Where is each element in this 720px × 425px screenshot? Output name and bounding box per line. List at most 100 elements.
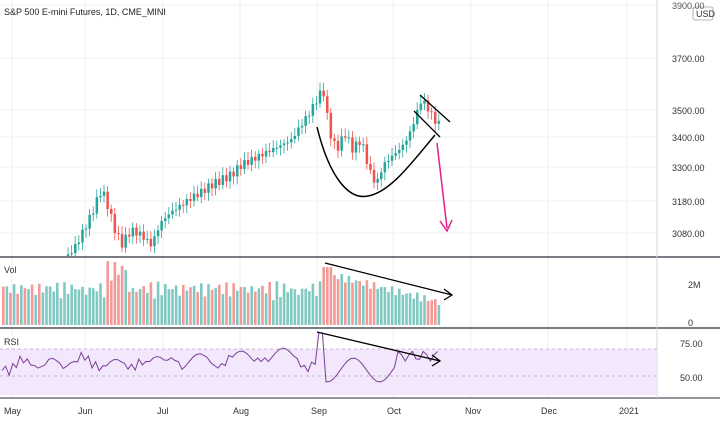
- candle-body: [344, 136, 347, 138]
- volume-bar: [124, 269, 127, 325]
- price-label-3300: 3300.00: [672, 163, 705, 173]
- volume-bar: [41, 292, 45, 325]
- candle-body: [74, 243, 77, 254]
- candle-body: [300, 125, 304, 128]
- volume-bar: [228, 296, 232, 325]
- candle-body: [372, 169, 376, 183]
- volume-bar: [131, 287, 135, 325]
- time-label-nov: Nov: [465, 406, 482, 416]
- volume-bar: [142, 285, 145, 325]
- volume-bar: [279, 297, 282, 325]
- candle-body: [434, 111, 437, 124]
- candle-body: [95, 197, 99, 214]
- candle-body: [221, 175, 225, 185]
- volume-pane-label: Vol: [4, 265, 17, 275]
- volume-bar: [322, 267, 325, 325]
- rsi-trend-line[interactable]: [316, 331, 441, 362]
- currency-badge[interactable]: USD: [696, 9, 716, 19]
- volume-trend-arrowhead[interactable]: [443, 288, 454, 301]
- candle-body: [275, 147, 279, 149]
- candle-body: [149, 238, 153, 247]
- volume-bar: [63, 282, 66, 325]
- volume-bar: [358, 281, 361, 325]
- candle-body: [250, 156, 253, 165]
- candle-body: [156, 230, 160, 237]
- candle-body: [340, 136, 343, 151]
- volume-bar: [128, 291, 131, 325]
- candle-body: [178, 204, 181, 210]
- rsi-trend-arrowhead[interactable]: [431, 354, 442, 367]
- candle-body: [153, 236, 156, 247]
- volume-bar: [34, 294, 37, 325]
- volume-bar: [246, 292, 250, 325]
- cup-curve-drawing[interactable]: [316, 126, 436, 198]
- time-label-2021: 2021: [619, 406, 639, 416]
- rsi-pane-label: RSI: [4, 337, 19, 347]
- volume-bar: [192, 285, 196, 325]
- candle-body: [426, 100, 430, 112]
- candle-body: [261, 153, 264, 157]
- volume-bar: [408, 293, 412, 325]
- down-arrow-shaft[interactable]: [436, 142, 448, 229]
- chart-title: S&P 500 E-mini Futures, 1D, CME_MINI: [4, 7, 166, 17]
- candle-body: [279, 145, 282, 148]
- time-label-sep: Sep: [311, 406, 327, 416]
- volume-bar: [189, 287, 192, 325]
- volume-axis-2m: 2M: [688, 280, 701, 290]
- volume-bar: [250, 286, 253, 325]
- volume-axis-0: 0: [688, 318, 693, 328]
- candle-body: [365, 144, 369, 164]
- volume-bar: [333, 275, 336, 325]
- flag-upper-line[interactable]: [419, 94, 451, 123]
- volume-bar: [84, 294, 88, 325]
- time-label-jun: Jun: [78, 406, 93, 416]
- candle-body: [81, 229, 84, 243]
- rsi-band: [0, 349, 657, 395]
- volume-bar: [66, 293, 70, 325]
- time-label-dec: Dec: [541, 406, 558, 416]
- candle-body: [203, 188, 207, 193]
- candle-body: [77, 242, 81, 244]
- candle-body: [128, 234, 131, 237]
- candle-body: [257, 153, 261, 161]
- price-label-3400: 3400.00: [672, 133, 705, 143]
- volume-bar: [45, 286, 48, 325]
- flag-lower-line[interactable]: [413, 110, 441, 138]
- candle-body: [192, 193, 196, 201]
- volume-trend-line[interactable]: [324, 262, 453, 296]
- chart-grid: [0, 0, 657, 398]
- volume-bar: [225, 282, 228, 325]
- candle-body: [243, 159, 246, 170]
- volume-bar: [102, 297, 106, 325]
- candle-body: [419, 103, 423, 110]
- down-arrow-head[interactable]: [439, 219, 453, 233]
- volume-bar: [423, 295, 426, 325]
- rsi-axis-50: 50.00: [680, 373, 703, 383]
- candle-body: [304, 116, 307, 126]
- candle-body: [164, 218, 167, 221]
- volume-bar: [380, 286, 383, 325]
- candle-body: [239, 165, 243, 170]
- volume-bar: [149, 282, 153, 325]
- volume-bar: [383, 287, 387, 325]
- volume-bar: [261, 285, 264, 325]
- candle-body: [315, 103, 318, 105]
- candle-body: [326, 96, 329, 113]
- volume-bar: [164, 284, 167, 325]
- candle-body: [99, 195, 102, 198]
- candle-body: [117, 232, 120, 235]
- currency-badge-box[interactable]: [692, 6, 714, 21]
- candle-body: [401, 144, 405, 150]
- candle-body: [120, 234, 124, 248]
- candle-body: [146, 238, 149, 240]
- volume-bar: [416, 292, 419, 325]
- volume-bar: [81, 286, 84, 325]
- candle-body: [131, 227, 135, 237]
- volume-bar: [88, 287, 91, 325]
- volume-bars: [2, 261, 441, 325]
- candle-body: [264, 150, 268, 157]
- candle-body: [174, 209, 178, 211]
- candle-body: [347, 137, 351, 139]
- volume-bar: [401, 294, 405, 325]
